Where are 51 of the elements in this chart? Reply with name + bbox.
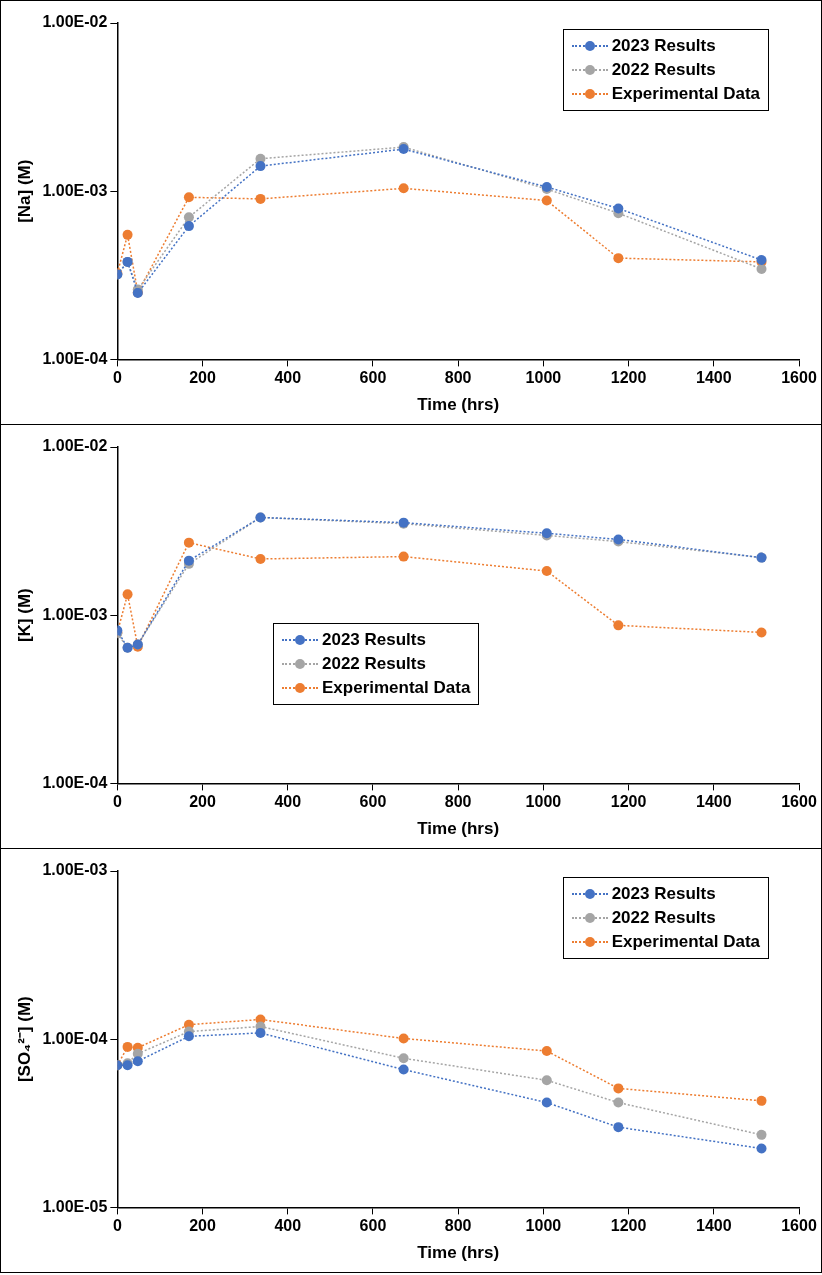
- y-axis-title: [SO₄²⁻] (M): [14, 996, 34, 1083]
- x-tick-label: 1600: [781, 1217, 817, 1235]
- x-tick-label: 1400: [696, 1217, 732, 1235]
- legend-label: Experimental Data: [322, 678, 471, 698]
- y-tick-label: 1.00E-03: [42, 861, 108, 879]
- x-tick-label: 600: [359, 793, 387, 811]
- x-axis-title: Time (hrs): [417, 1243, 500, 1263]
- x-tick-label: 1600: [781, 793, 817, 811]
- x-tick-label: 1000: [525, 793, 562, 811]
- y-axis-title: [Na] (M): [14, 159, 34, 223]
- x-tick-label: 1400: [696, 793, 732, 811]
- y-tick-label: 1.00E-05: [42, 1197, 108, 1215]
- legend-label: 2022 Results: [322, 654, 426, 674]
- x-tick-label: 600: [359, 1217, 387, 1235]
- x-tick-label: 600: [359, 369, 387, 387]
- x-tick-label: 1000: [525, 369, 562, 387]
- x-tick-label: 1400: [696, 369, 732, 387]
- x-tick-label: 0: [112, 1217, 122, 1235]
- x-axis-title: Time (hrs): [417, 819, 500, 839]
- legend-label: 2023 Results: [322, 630, 426, 650]
- x-tick-label: 800: [444, 369, 472, 387]
- x-tick-label: 800: [444, 793, 472, 811]
- x-axis-title: Time (hrs): [417, 395, 500, 415]
- y-tick-label: 1.00E-04: [42, 349, 108, 367]
- x-tick-label: 400: [274, 1217, 302, 1235]
- legend-label: 2022 Results: [611, 60, 716, 80]
- y-tick-label: 1.00E-02: [42, 13, 108, 31]
- x-tick-label: 1200: [610, 1217, 647, 1235]
- legend-label: 2022 Results: [611, 908, 716, 928]
- x-tick-label: 0: [112, 369, 122, 387]
- x-tick-label: 0: [112, 793, 122, 811]
- y-tick-label: 1.00E-03: [42, 605, 108, 623]
- legend-label: 2023 Results: [611, 36, 716, 56]
- x-tick-label: 400: [274, 369, 302, 387]
- x-tick-label: 200: [189, 1217, 216, 1235]
- x-tick-label: 200: [189, 369, 216, 387]
- y-tick-label: 1.00E-03: [42, 181, 108, 199]
- y-tick-label: 1.00E-04: [42, 1029, 108, 1047]
- legend-label: Experimental Data: [611, 932, 760, 952]
- y-tick-label: 1.00E-02: [42, 437, 108, 455]
- x-tick-label: 1000: [525, 1217, 562, 1235]
- x-tick-label: 800: [444, 1217, 472, 1235]
- y-tick-label: 1.00E-04: [42, 773, 108, 791]
- y-axis-title: [K] (M): [14, 588, 34, 643]
- x-tick-label: 1200: [610, 369, 647, 387]
- x-tick-label: 400: [274, 793, 302, 811]
- legend-label: 2023 Results: [611, 884, 716, 904]
- x-tick-label: 1200: [610, 793, 647, 811]
- x-tick-label: 200: [189, 793, 216, 811]
- legend-label: Experimental Data: [611, 84, 760, 104]
- x-tick-label: 1600: [781, 369, 817, 387]
